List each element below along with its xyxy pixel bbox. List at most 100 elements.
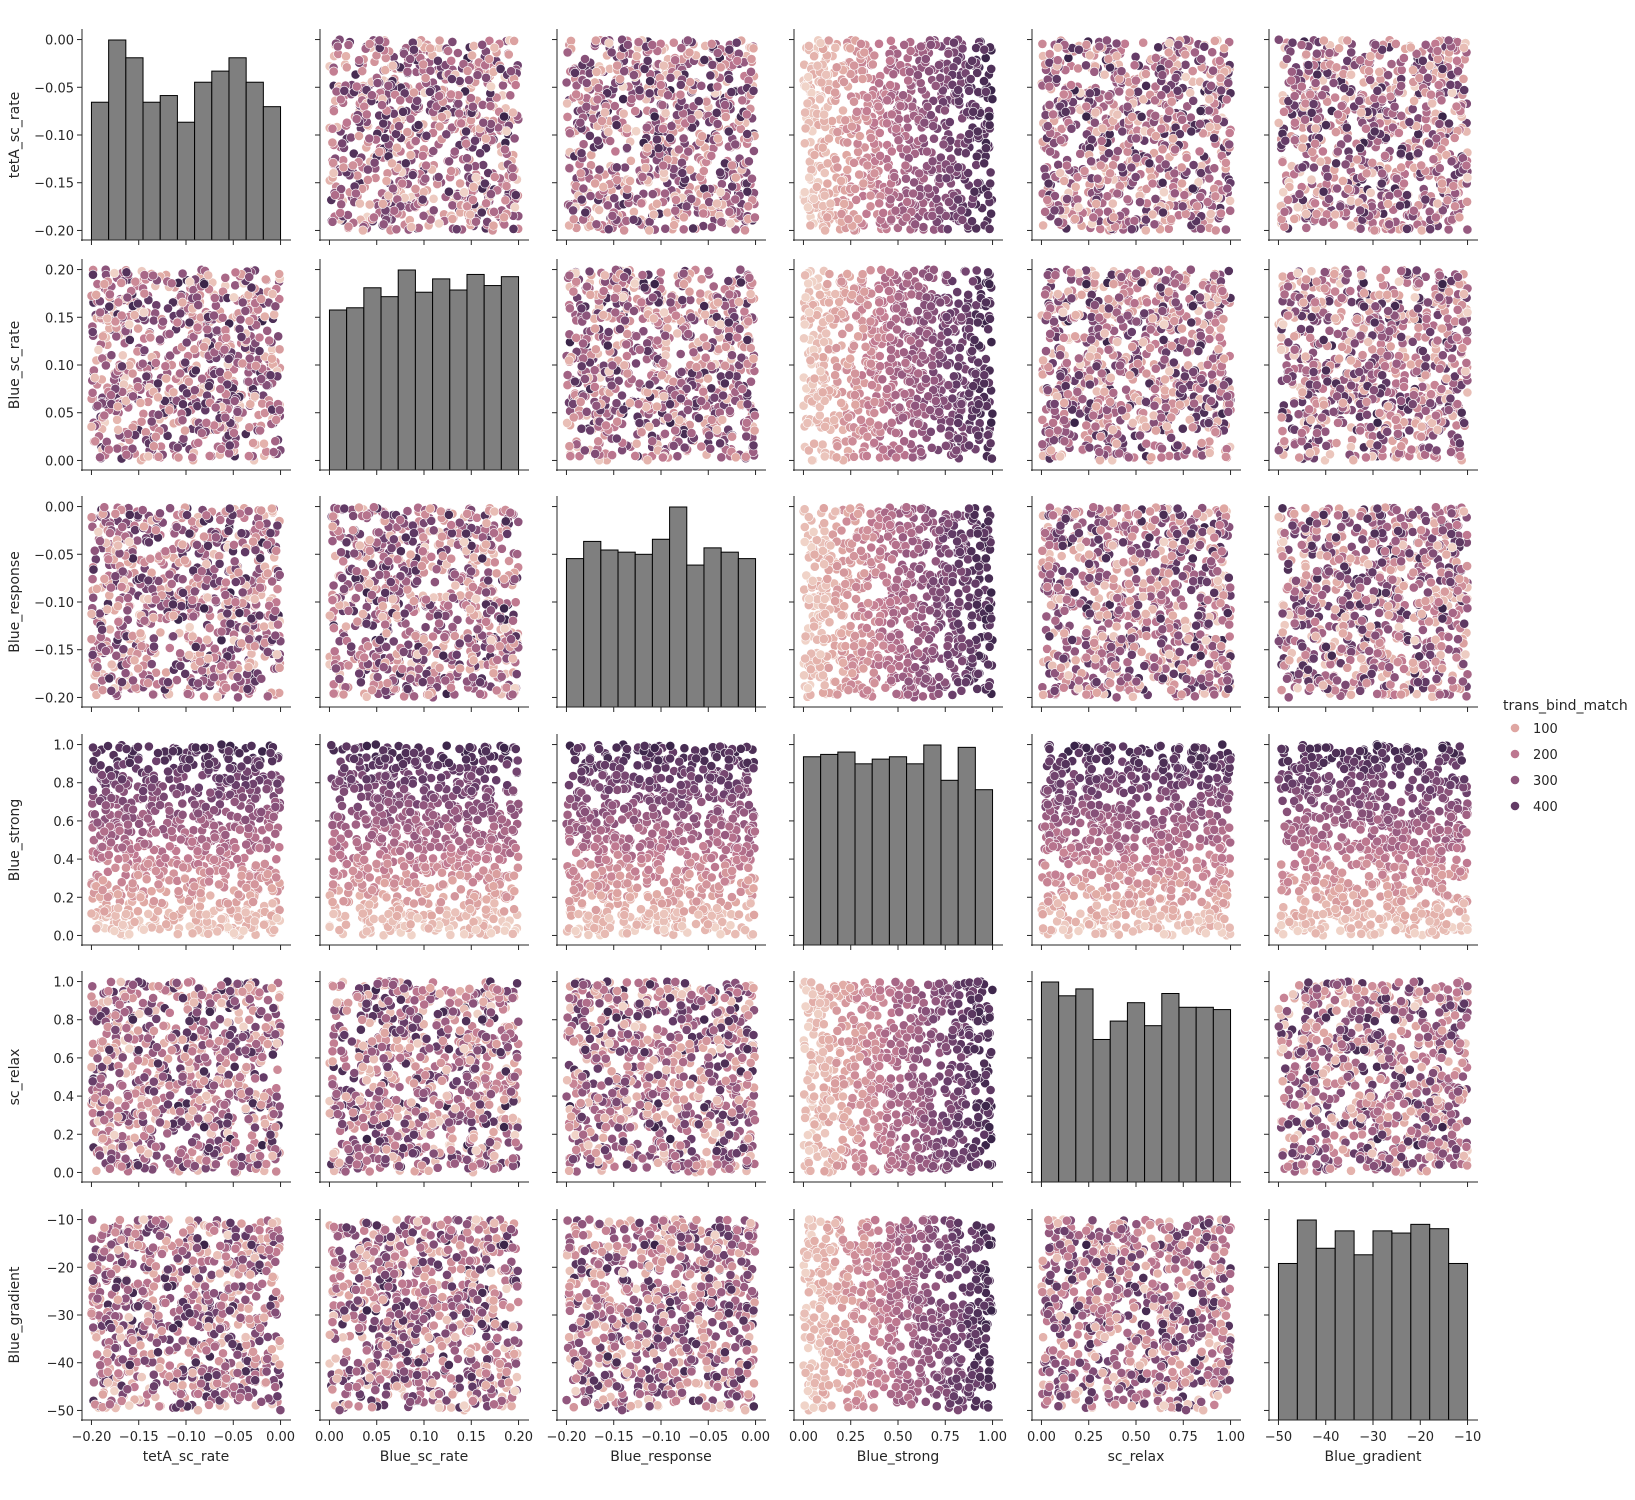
scatter-point (418, 151, 427, 160)
scatter-point (489, 207, 498, 216)
scatter-point (746, 67, 755, 76)
scatter-point (595, 205, 604, 214)
scatter-point (348, 161, 357, 170)
scatter-point (619, 95, 628, 104)
scatter-point (426, 44, 435, 53)
scatter-point (643, 56, 652, 65)
scatter-point (716, 168, 725, 177)
scatter-point (367, 91, 376, 100)
scatter-point (373, 78, 382, 87)
scatter-point (434, 172, 443, 181)
scatter-point (597, 116, 606, 125)
scatter-point (447, 56, 456, 65)
hist-bar (246, 82, 263, 240)
scatter-point (406, 54, 415, 63)
scatter-point (344, 222, 353, 231)
scatter-point (362, 110, 371, 119)
scatter-point (355, 56, 364, 65)
scatter-point (481, 134, 490, 143)
scatter-point (379, 220, 388, 229)
hist-bar (126, 58, 143, 240)
scatter-point (654, 144, 663, 153)
scatter-point (433, 56, 442, 65)
scatter-point (448, 37, 457, 46)
scatter-point (661, 224, 670, 233)
scatter-point (749, 146, 758, 155)
scatter-point (411, 136, 420, 145)
scatter-point (342, 63, 351, 72)
scatter-point (344, 40, 353, 49)
scatter-point (687, 114, 696, 123)
hist-bar (177, 122, 194, 240)
scatter-point (620, 163, 629, 172)
scatter-point (352, 114, 361, 123)
scatter-point (365, 39, 374, 48)
scatter-point (370, 158, 379, 167)
scatter-point (437, 112, 446, 121)
scatter-point (510, 134, 519, 143)
scatter-point (401, 159, 410, 168)
scatter-point (500, 112, 509, 121)
scatter-point (407, 222, 416, 231)
hist-bar (91, 102, 108, 240)
scatter-point (411, 184, 420, 193)
scatter-point (469, 182, 478, 191)
scatter-point (429, 194, 438, 203)
scatter-point (502, 182, 511, 191)
scatter-point (422, 161, 431, 170)
scatter-point (706, 71, 715, 80)
scatter-point (358, 67, 367, 76)
scatter-point (390, 206, 399, 215)
scatter-point (686, 77, 695, 86)
scatter-point (591, 36, 600, 45)
scatter-point (652, 135, 661, 144)
scatter-point (396, 96, 405, 105)
scatter-point (509, 224, 518, 233)
scatter-point (485, 54, 494, 63)
hist-bar (212, 71, 229, 240)
scatter-point (605, 39, 614, 48)
scatter-point (698, 132, 707, 141)
scatter-point (500, 213, 509, 222)
scatter-point (487, 82, 496, 91)
scatter-point (455, 109, 464, 118)
scatter-point (445, 157, 454, 166)
scatter-point (641, 163, 650, 172)
scatter-point (466, 210, 475, 219)
scatter-point (612, 163, 621, 172)
scatter-point (489, 221, 498, 230)
scatter-point (747, 54, 756, 63)
scatter-point (464, 163, 473, 172)
scatter-point (450, 147, 459, 156)
scatter-point (604, 127, 613, 136)
scatter-point (490, 172, 499, 181)
scatter-point (562, 78, 571, 87)
scatter-point (689, 224, 698, 233)
scatter-point (699, 209, 708, 218)
scatter-point (392, 143, 401, 152)
scatter-point (659, 61, 668, 70)
scatter-point (595, 165, 604, 174)
scatter-point (329, 107, 338, 116)
scatter-point (462, 127, 471, 136)
scatter-point (340, 86, 349, 95)
scatter-point (508, 108, 517, 117)
scatter-point (593, 136, 602, 145)
scatter-point (336, 208, 345, 217)
scatter-point (355, 199, 364, 208)
scatter-point (476, 149, 485, 158)
scatter-point (387, 159, 396, 168)
scatter-point (460, 188, 469, 197)
scatter-point (599, 182, 608, 191)
scatter-point (632, 127, 641, 136)
scatter-point (434, 219, 443, 228)
panel-tetA_sc_rate-vs-Blue_sc_rate (315, 29, 529, 245)
scatter-point (646, 77, 655, 86)
scatter-point (607, 48, 616, 57)
scatter-point (341, 52, 350, 61)
scatter-point (399, 107, 408, 116)
scatter-point (444, 187, 453, 196)
panel-tetA_sc_rate-vs-tetA_sc_rate: −0.20−0.15−0.10−0.050.00tetA_sc_rate (7, 29, 291, 245)
scatter-point (747, 174, 756, 183)
